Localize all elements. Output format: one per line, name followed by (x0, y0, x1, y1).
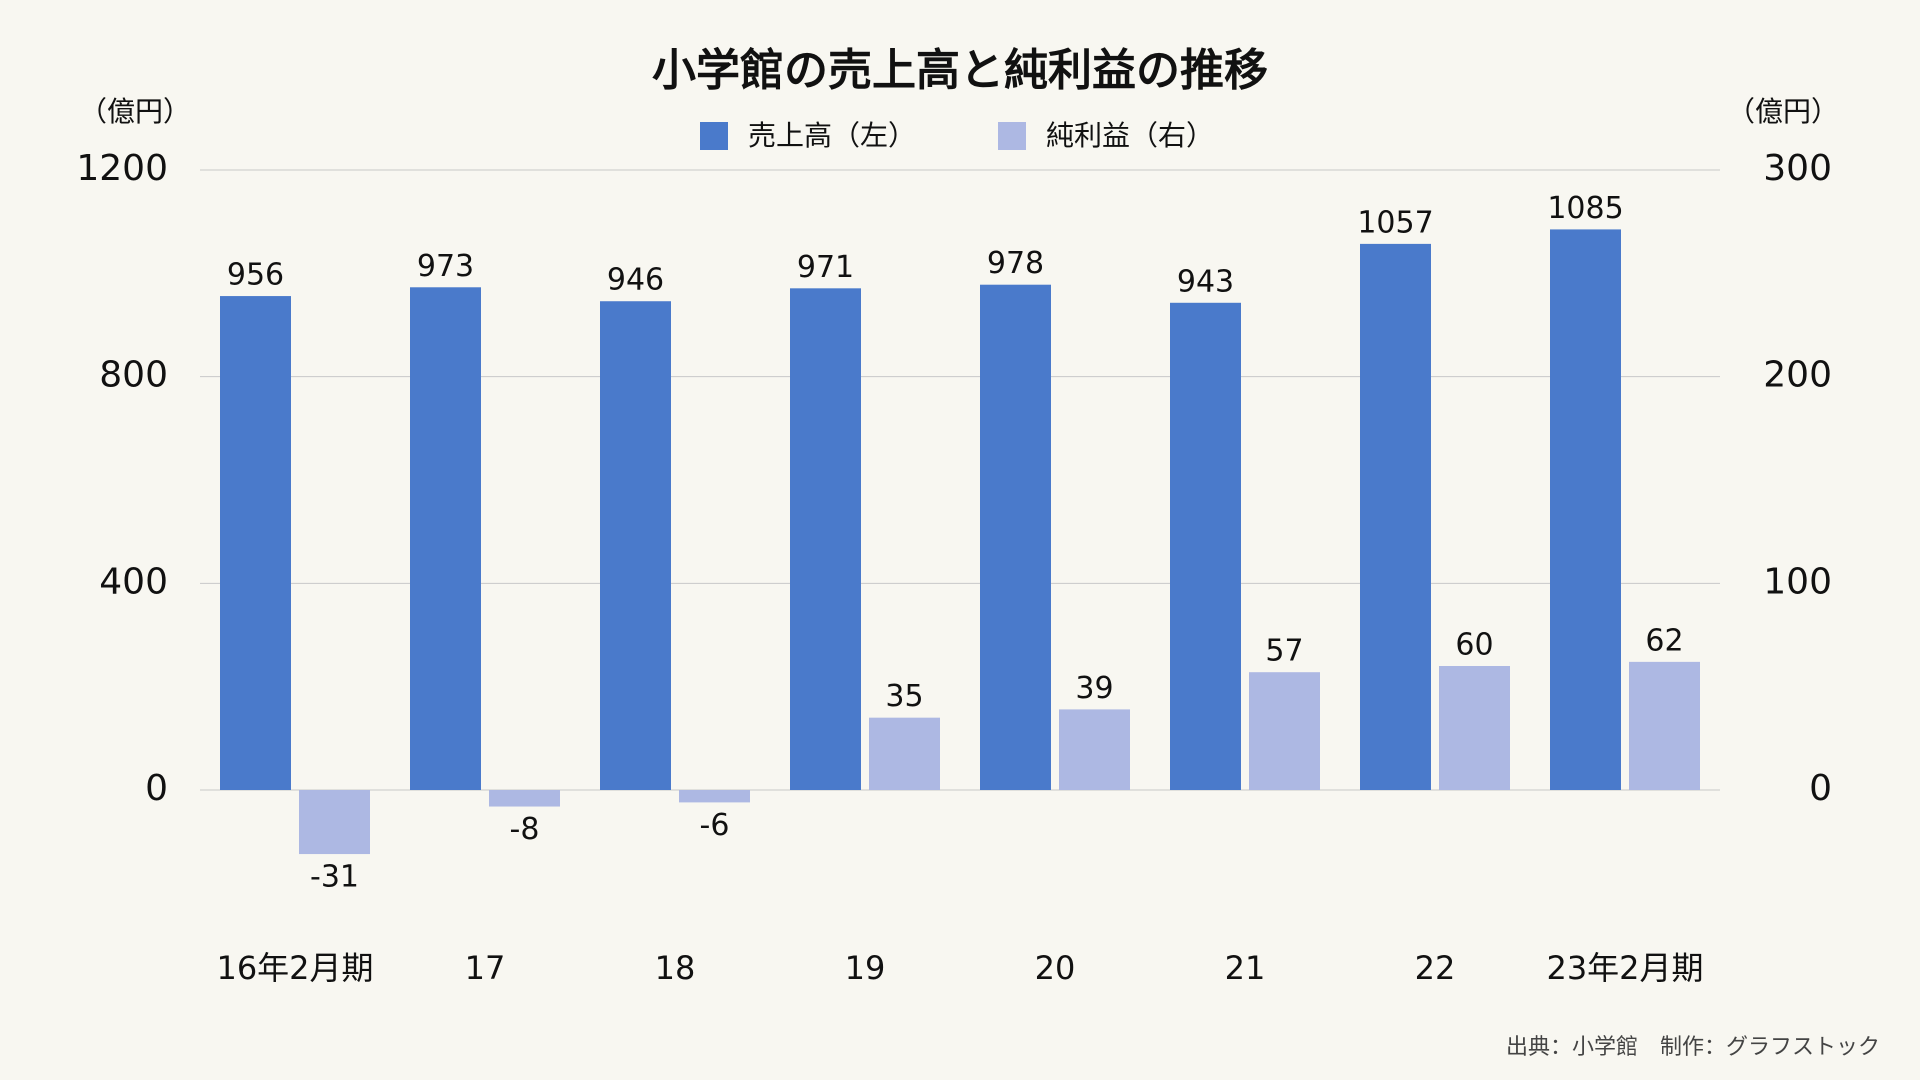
chart-title: 小学館の売上高と純利益の推移 (652, 45, 1268, 96)
legend-swatch (998, 122, 1026, 150)
y-tick-label: 800 (99, 355, 168, 396)
bar (1629, 661, 1700, 790)
bar (1550, 229, 1621, 790)
y-tick-label: 400 (99, 561, 168, 602)
y2-tick-label: 200 (1763, 355, 1832, 396)
data-label: 35 (885, 679, 923, 714)
bar (410, 287, 481, 790)
legend-label: 純利益（右） (1046, 119, 1214, 152)
x-tick-label: 22 (1415, 949, 1456, 987)
data-label: 57 (1265, 634, 1303, 669)
data-label: 1085 (1547, 191, 1623, 226)
bar (980, 284, 1051, 790)
source-note: 出典：小学館 制作：グラフストック (1506, 1035, 1880, 1060)
data-label: -31 (310, 860, 359, 895)
y2-axis-unit: （億円） (1727, 95, 1839, 128)
x-tick-label: 17 (465, 949, 506, 987)
x-tick-label: 18 (655, 949, 696, 987)
bar (1439, 666, 1510, 790)
x-tick-label: 20 (1035, 949, 1076, 987)
data-label: 62 (1645, 623, 1683, 658)
bar (679, 790, 750, 803)
bar (600, 301, 671, 790)
x-tick-label: 21 (1225, 949, 1266, 987)
data-label: 60 (1455, 628, 1493, 663)
bar (489, 790, 560, 807)
data-label: -8 (510, 812, 540, 847)
bar (220, 296, 291, 790)
y-tick-label: 1200 (76, 148, 168, 189)
y2-tick-label: 100 (1763, 561, 1832, 602)
data-label: 978 (987, 246, 1044, 281)
data-label: 1057 (1357, 205, 1433, 240)
y2-tick-label: 0 (1809, 768, 1832, 809)
y-tick-label: 0 (145, 768, 168, 809)
bar (1170, 302, 1241, 790)
x-tick-label: 16年2月期 (216, 949, 373, 987)
data-label: 973 (417, 249, 474, 284)
bar (869, 717, 940, 790)
data-label: -6 (700, 808, 730, 843)
bar (299, 790, 370, 855)
bar (1249, 672, 1320, 790)
data-label: 956 (227, 258, 284, 293)
legend-swatch (700, 122, 728, 150)
legend-label: 売上高（左） (748, 119, 916, 152)
data-label: 943 (1177, 264, 1234, 299)
bar (790, 288, 861, 790)
y2-tick-label: 300 (1763, 148, 1832, 189)
bar (1059, 709, 1130, 790)
data-label: 971 (797, 250, 854, 285)
x-tick-label: 23年2月期 (1546, 949, 1703, 987)
bar (1360, 243, 1431, 791)
data-label: 39 (1075, 671, 1113, 706)
y-axis-unit: （億円） (79, 95, 191, 128)
data-label: 946 (607, 263, 664, 298)
x-tick-label: 19 (845, 949, 886, 987)
